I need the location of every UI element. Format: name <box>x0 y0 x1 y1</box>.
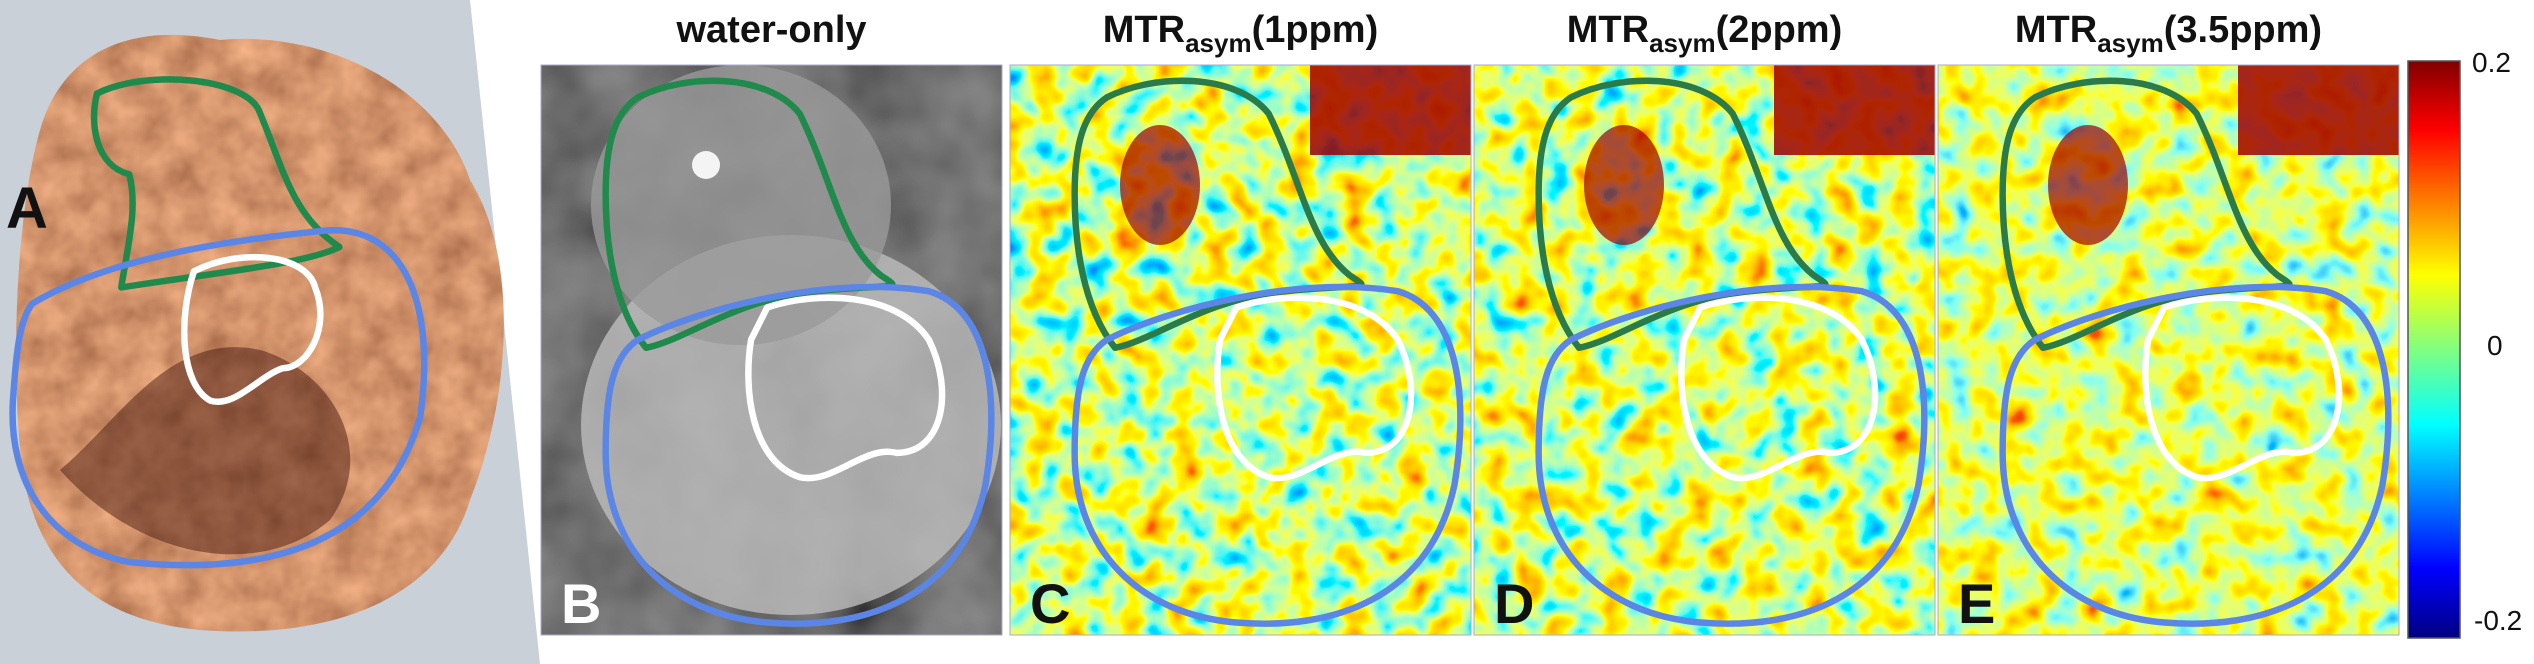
panel-border <box>540 64 1003 636</box>
contour-blue <box>9 227 428 569</box>
image-panel: C MTRasym(1ppm) <box>1009 9 1472 636</box>
panel-border <box>1473 64 1936 636</box>
map-hot <box>1774 65 1935 155</box>
map-hot <box>2238 65 2399 155</box>
panels: ABwater-onlyCMTRasym(1ppm)DMTRasym(2ppm)… <box>6 9 2400 636</box>
panel-border <box>1009 64 1472 636</box>
colorbar-tick-label: 0.2 <box>2472 47 2511 78</box>
panel-title: MTRasym(3.5ppm) <box>2015 9 2322 58</box>
panel-title: MTRasym(2ppm) <box>1567 9 1842 58</box>
contours <box>1071 77 1464 627</box>
colorbar-tick-label: -0.2 <box>2474 605 2522 636</box>
contour-white <box>745 294 946 482</box>
map-hot-core <box>2048 125 2128 245</box>
organ-top <box>591 65 891 345</box>
map-noise <box>1474 65 1935 635</box>
bright-spot <box>692 151 720 179</box>
contours <box>9 76 428 569</box>
map-hot <box>1310 65 1471 155</box>
contour-blue <box>1535 283 1928 627</box>
contours <box>602 77 995 627</box>
panel-image <box>541 65 1002 635</box>
panel-label: C <box>1030 572 1070 635</box>
contours <box>1535 77 1928 627</box>
title-main: MTR <box>2015 9 2097 51</box>
colorbar-gradient <box>2407 60 2461 639</box>
map-noise <box>1010 65 1471 635</box>
panel-image <box>1010 65 1471 635</box>
title-rest: (1ppm) <box>1252 9 1379 51</box>
panel-title: MTRasym(1ppm) <box>1103 9 1378 58</box>
image-panel: E MTRasym(3.5ppm) <box>1937 9 2400 636</box>
panel-image <box>1474 65 1935 635</box>
colorbar: 0.2 0 -0.2 <box>2407 47 2522 639</box>
title-subscript: asym <box>2097 28 2164 58</box>
panel-label: E <box>1958 572 1995 635</box>
colorbar-tick-label: 0 <box>2487 330 2503 361</box>
contour-white <box>2142 294 2343 482</box>
tissue-dark <box>60 347 351 555</box>
title-subscript: asym <box>1185 28 1252 58</box>
map-hot-core <box>1584 125 1664 245</box>
title-rest: (2ppm) <box>1716 9 1843 51</box>
photo-panel <box>0 0 540 664</box>
title-main: MTR <box>1103 9 1185 51</box>
panel-title: water-only <box>675 9 866 51</box>
contours <box>1999 77 2392 627</box>
image-panel: D MTRasym(2ppm) <box>1473 9 1936 636</box>
panel-label: A <box>6 176 48 241</box>
contour-white <box>1678 294 1879 482</box>
panel-label: D <box>1494 572 1534 635</box>
panel-label: B <box>561 572 601 635</box>
map-noise <box>1938 65 2399 635</box>
title-main: MTR <box>1567 9 1649 51</box>
contour-blue <box>1071 283 1464 627</box>
title-subscript: asym <box>1649 28 1716 58</box>
contour-white <box>1214 294 1415 482</box>
panel-image <box>1938 65 2399 635</box>
contour-white <box>181 253 324 406</box>
contour-blue <box>602 283 995 627</box>
map-hot-core <box>1120 125 1200 245</box>
panel-border <box>1937 64 2400 636</box>
contour-blue <box>1999 283 2392 627</box>
title-rest: (3.5ppm) <box>2164 9 2322 51</box>
